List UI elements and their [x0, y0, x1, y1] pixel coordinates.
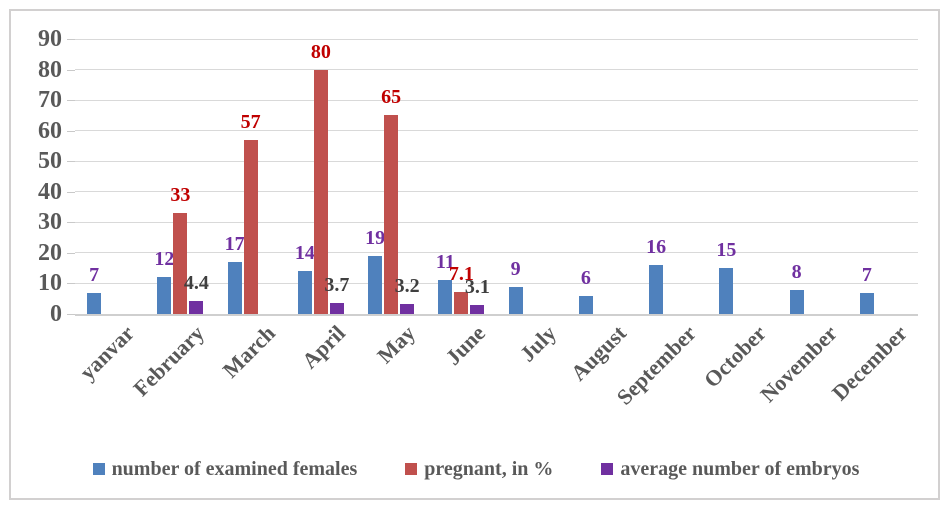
y-axis-label: 70: [38, 87, 62, 114]
y-axis-label: 80: [38, 56, 62, 83]
gridline: [75, 191, 918, 193]
legend-item: pregnant, in %: [405, 458, 553, 480]
y-axis-label: 50: [38, 148, 62, 175]
bar-number-of-examined-females: [859, 292, 874, 314]
data-label: 12: [154, 248, 175, 271]
bar-pregnant-in-: [243, 139, 258, 314]
bar-number-of-examined-females: [508, 286, 523, 314]
bar-number-of-examined-females: [297, 271, 312, 314]
gridline: [75, 282, 918, 284]
data-label: 7: [89, 263, 100, 286]
y-axis-label: 60: [38, 117, 62, 144]
bar-average-number-of-embryos: [329, 302, 344, 314]
bar-number-of-examined-females: [438, 280, 453, 314]
legend-swatch-icon: [405, 463, 418, 475]
legend-swatch-icon: [601, 463, 614, 475]
y-axis-tick: [67, 314, 75, 315]
y-axis-tick: [67, 130, 75, 132]
bar-number-of-examined-females: [578, 295, 593, 314]
y-axis-tick: [67, 100, 75, 102]
data-label: 3.2: [394, 275, 420, 298]
legend-item: number of examined females: [92, 458, 358, 480]
data-label: 4.4: [183, 271, 209, 294]
bar-number-of-examined-females: [227, 262, 242, 314]
bar-number-of-examined-females: [157, 277, 172, 314]
data-label: 11: [435, 251, 455, 274]
data-label: 57: [240, 110, 261, 133]
data-label: 7: [861, 263, 872, 286]
y-axis-tick: [67, 191, 75, 193]
legend-label: pregnant, in %: [424, 458, 554, 480]
data-label: 16: [646, 236, 667, 259]
legend-swatch-icon: [92, 463, 105, 475]
bar-pregnant-in-: [173, 213, 188, 314]
gridline: [75, 69, 918, 71]
bar-pregnant-in-: [384, 115, 399, 314]
gridline: [75, 99, 918, 101]
y-axis-label: 90: [38, 26, 62, 52]
y-axis-tick: [67, 69, 75, 71]
y-axis-tick: [67, 161, 75, 163]
gridline: [75, 221, 918, 223]
data-label: 3.7: [324, 273, 350, 296]
bar-number-of-examined-females: [87, 292, 102, 314]
y-axis-label: 40: [38, 178, 62, 205]
legend-label: number of examined females: [111, 458, 358, 480]
gridline: [75, 160, 918, 162]
data-label: 14: [294, 242, 315, 265]
data-label: 9: [510, 257, 521, 280]
data-label: 15: [716, 239, 737, 262]
bar-pregnant-in-: [454, 292, 469, 314]
data-label: 7.1: [448, 263, 474, 286]
y-axis-tick: [67, 283, 75, 285]
y-axis-tick: [67, 39, 75, 40]
data-label: 33: [170, 184, 191, 207]
y-axis-label: 30: [38, 209, 62, 236]
data-label: 80: [310, 40, 331, 63]
bar-pregnant-in-: [313, 69, 328, 314]
legend: number of examined females pregnant, in %…: [0, 458, 952, 480]
gridline: [75, 130, 918, 132]
legend-item: average number of embryos: [601, 458, 859, 480]
gridline: [75, 252, 918, 254]
bar-number-of-examined-females: [649, 265, 664, 314]
y-axis-tick: [67, 252, 75, 254]
chart-border: [9, 9, 940, 500]
gridline: [75, 38, 918, 40]
bar-average-number-of-embryos: [189, 300, 204, 314]
data-label: 19: [365, 226, 386, 249]
bar-average-number-of-embryos: [400, 304, 415, 314]
data-label: 3.1: [464, 275, 490, 298]
bar-average-number-of-embryos: [470, 304, 485, 314]
data-label: 6: [580, 266, 591, 289]
y-axis-label: 10: [38, 270, 62, 297]
bar-number-of-examined-females: [789, 289, 804, 314]
data-label: 8: [791, 260, 802, 283]
data-label: 65: [381, 86, 402, 109]
y-axis-tick: [67, 222, 75, 224]
bar-number-of-examined-females: [719, 268, 734, 314]
legend-label: average number of embryos: [620, 458, 860, 480]
y-axis-label: 20: [38, 239, 62, 266]
y-axis-label: 0: [50, 301, 62, 327]
bar-number-of-examined-females: [368, 255, 383, 314]
x-axis-line: [75, 314, 918, 316]
data-label: 17: [224, 233, 245, 256]
